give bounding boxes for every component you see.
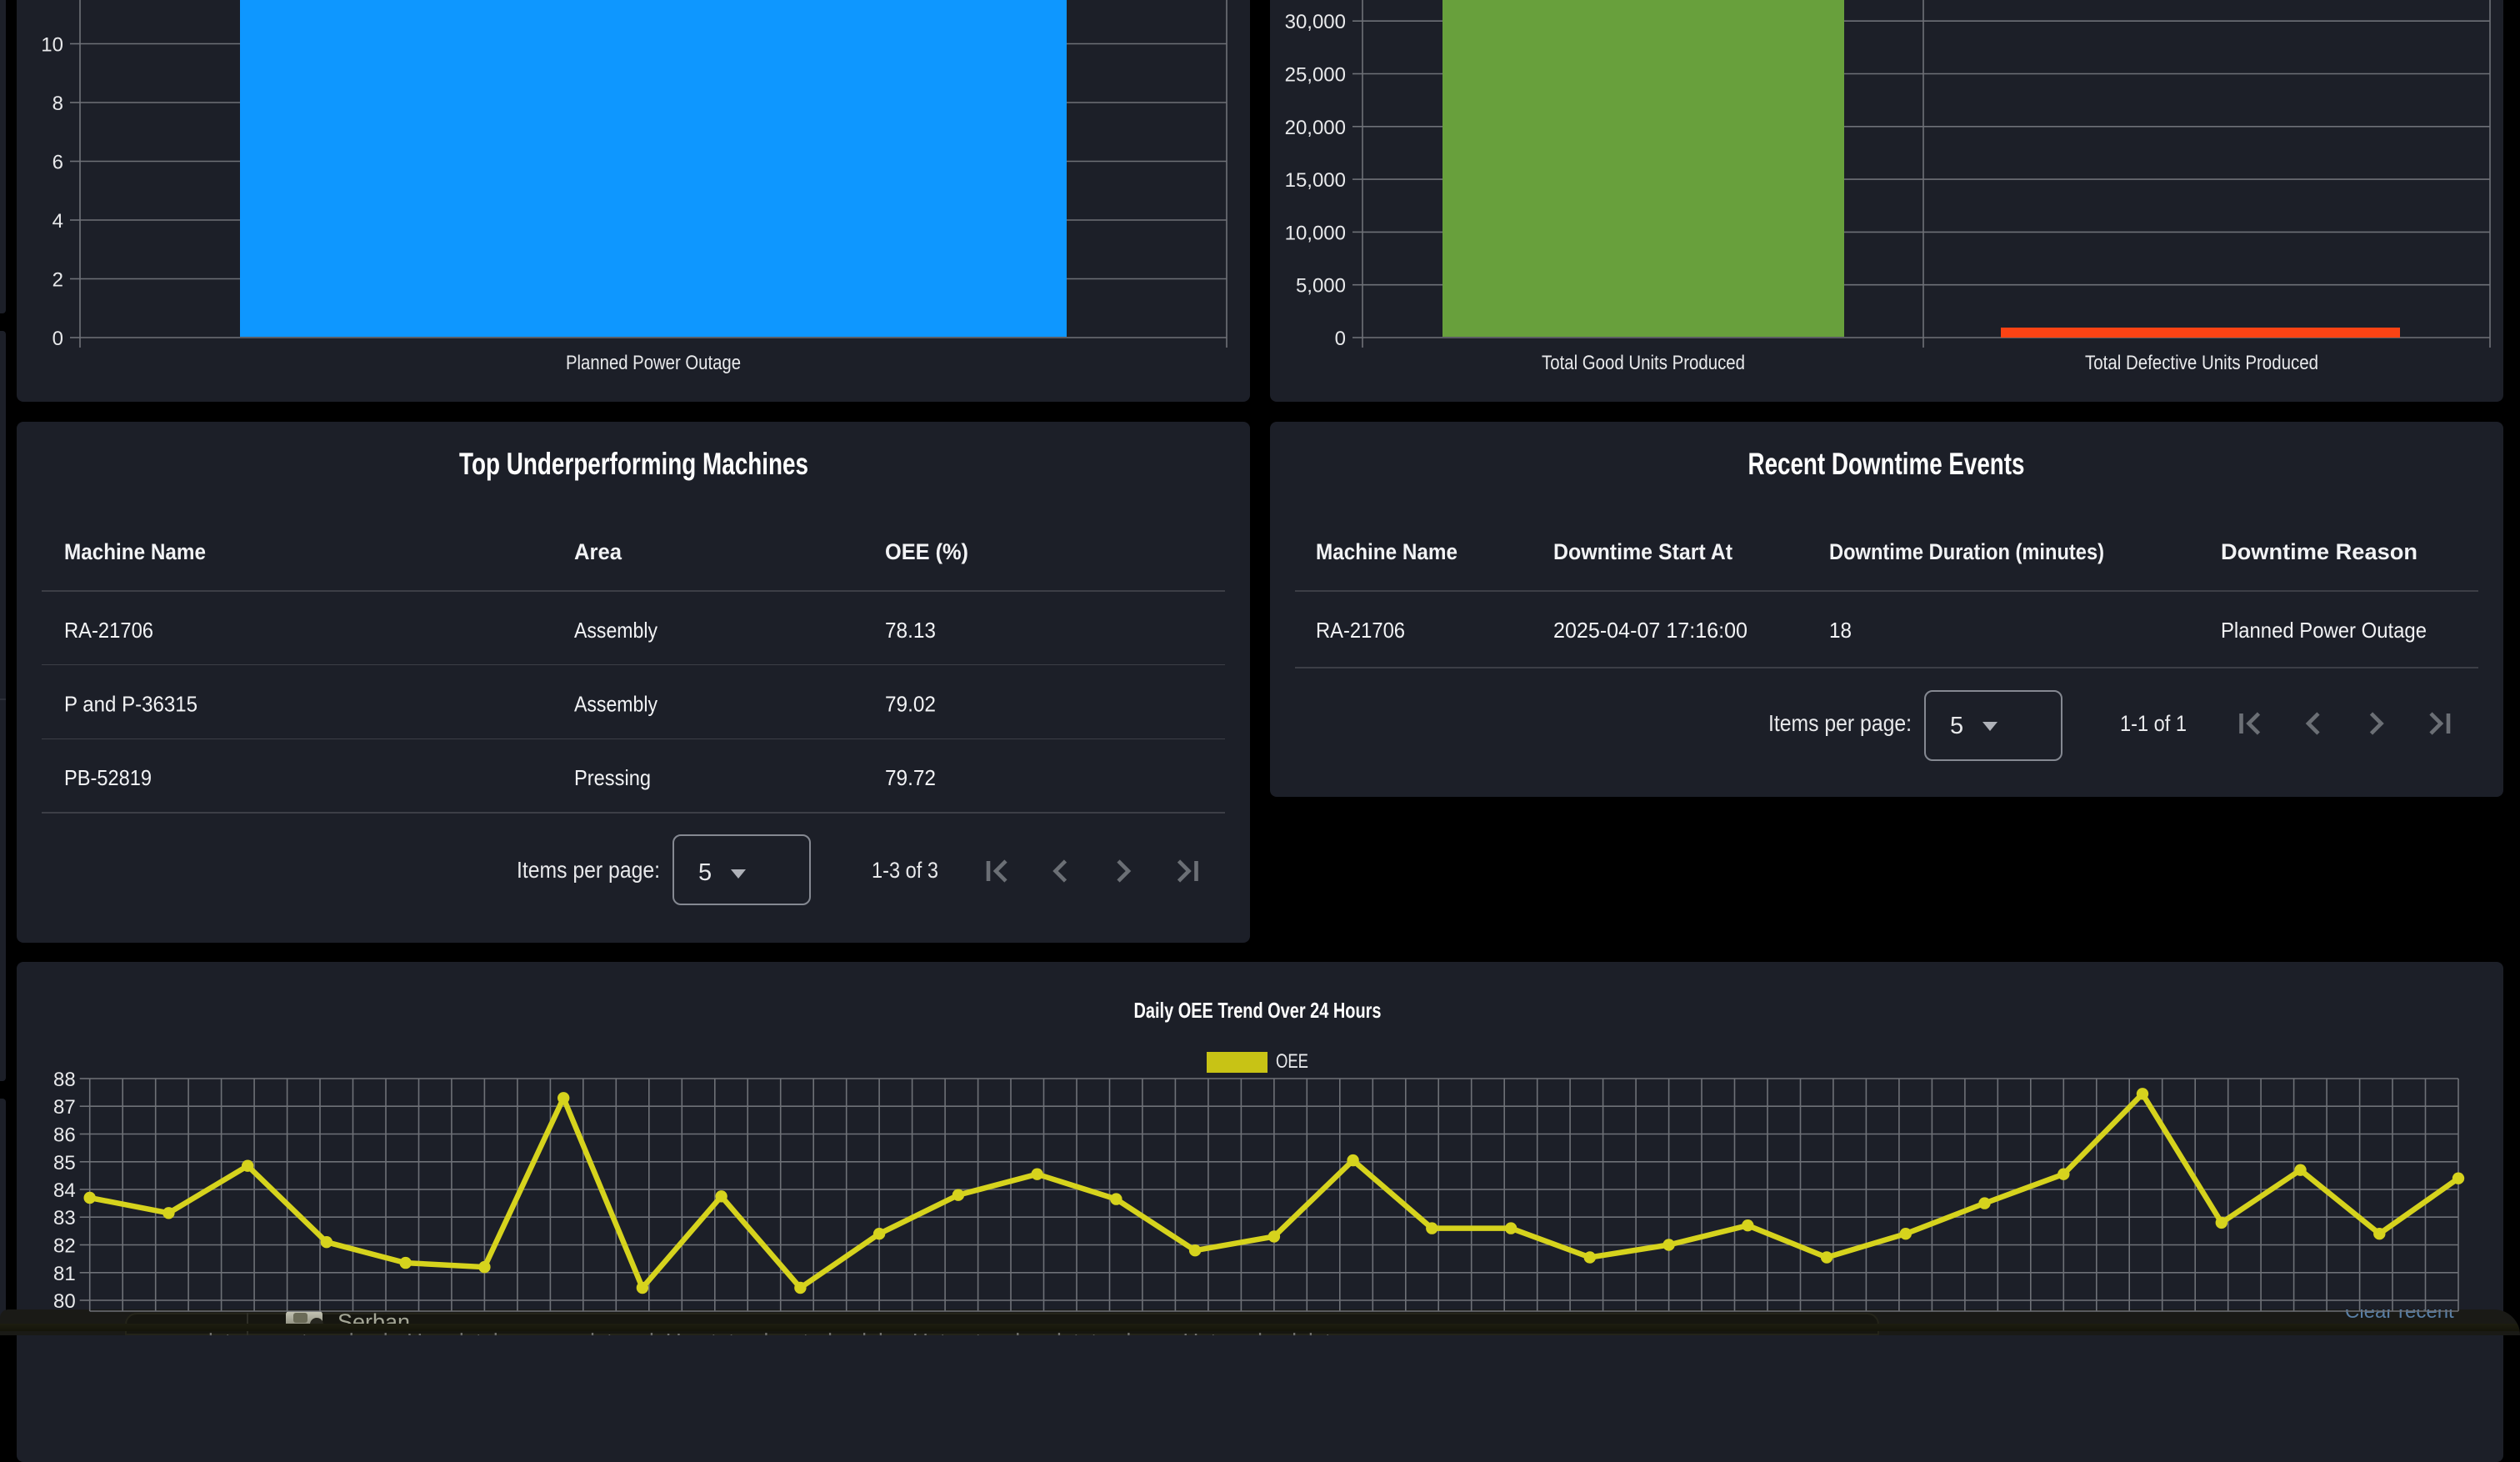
svg-text:Downtime Reason: Downtime Reason [2221, 539, 2418, 564]
svg-text:1-3 of 3: 1-3 of 3 [872, 858, 938, 883]
svg-text:Total Defective Units Produced: Total Defective Units Produced [2085, 352, 2318, 374]
svg-text:Daily OEE Trend Over 24 Hours: Daily OEE Trend Over 24 Hours [1134, 998, 1382, 1023]
svg-text:79.72: 79.72 [885, 765, 936, 790]
svg-text:18: 18 [1829, 618, 1852, 643]
svg-text:85: 85 [53, 1152, 76, 1174]
svg-text:1-1 of 1: 1-1 of 1 [2120, 711, 2187, 736]
svg-text:Pressing: Pressing [574, 765, 651, 790]
svg-text:Assembly: Assembly [574, 692, 658, 717]
svg-text:Area: Area [574, 539, 622, 564]
svg-text:87: 87 [53, 1096, 76, 1119]
svg-text:10: 10 [41, 34, 63, 57]
svg-text:5,000: 5,000 [1296, 275, 1346, 298]
svg-text:Machine Name: Machine Name [1316, 539, 1458, 564]
svg-text:4: 4 [52, 210, 63, 233]
svg-text:RA-21706: RA-21706 [64, 618, 153, 643]
svg-text:10,000: 10,000 [1285, 222, 1346, 244]
svg-text:81: 81 [53, 1263, 76, 1285]
svg-text:84: 84 [53, 1179, 76, 1202]
svg-text:82: 82 [53, 1235, 76, 1258]
svg-text:30,000: 30,000 [1285, 11, 1346, 33]
svg-text:15,000: 15,000 [1285, 169, 1346, 192]
svg-text:80: 80 [53, 1290, 76, 1313]
svg-text:PB-52819: PB-52819 [64, 765, 152, 790]
svg-text:6: 6 [52, 152, 63, 174]
svg-text:5: 5 [698, 859, 712, 886]
svg-text:Planned Power Outage: Planned Power Outage [2221, 618, 2427, 643]
svg-text:OEE: OEE [1276, 1050, 1308, 1073]
svg-text:2: 2 [52, 269, 63, 292]
svg-text:OEE (%): OEE (%) [885, 539, 968, 564]
svg-text:Items per page:: Items per page: [1768, 710, 1912, 736]
svg-text:8: 8 [52, 93, 63, 115]
svg-text:86: 86 [53, 1124, 76, 1147]
svg-text:P and P-36315: P and P-36315 [64, 692, 198, 717]
svg-text:Assembly: Assembly [574, 618, 658, 643]
svg-text:79.02: 79.02 [885, 692, 936, 717]
svg-text:0: 0 [52, 328, 63, 350]
svg-text:Top Underperforming Machines: Top Underperforming Machines [459, 447, 808, 481]
svg-text:78.13: 78.13 [885, 618, 936, 643]
svg-text:25,000: 25,000 [1285, 64, 1346, 87]
svg-text:2025-04-07 17:16:00: 2025-04-07 17:16:00 [1553, 618, 1748, 643]
svg-text:Machine Name: Machine Name [64, 539, 206, 564]
svg-text:5: 5 [1950, 713, 1963, 739]
svg-text:Total Good Units Produced: Total Good Units Produced [1542, 352, 1745, 374]
svg-text:83: 83 [53, 1207, 76, 1229]
svg-text:Planned Power Outage: Planned Power Outage [566, 352, 741, 374]
svg-text:20,000: 20,000 [1285, 117, 1346, 139]
svg-text:RA-21706: RA-21706 [1316, 618, 1405, 643]
svg-text:88: 88 [53, 1069, 76, 1091]
svg-text:Recent Downtime Events: Recent Downtime Events [1748, 447, 2025, 481]
svg-text:Downtime Duration (minutes): Downtime Duration (minutes) [1829, 539, 2104, 564]
svg-text:Downtime Start At: Downtime Start At [1553, 539, 1732, 564]
svg-text:Items per page:: Items per page: [517, 857, 660, 883]
svg-text:0: 0 [1335, 328, 1346, 350]
